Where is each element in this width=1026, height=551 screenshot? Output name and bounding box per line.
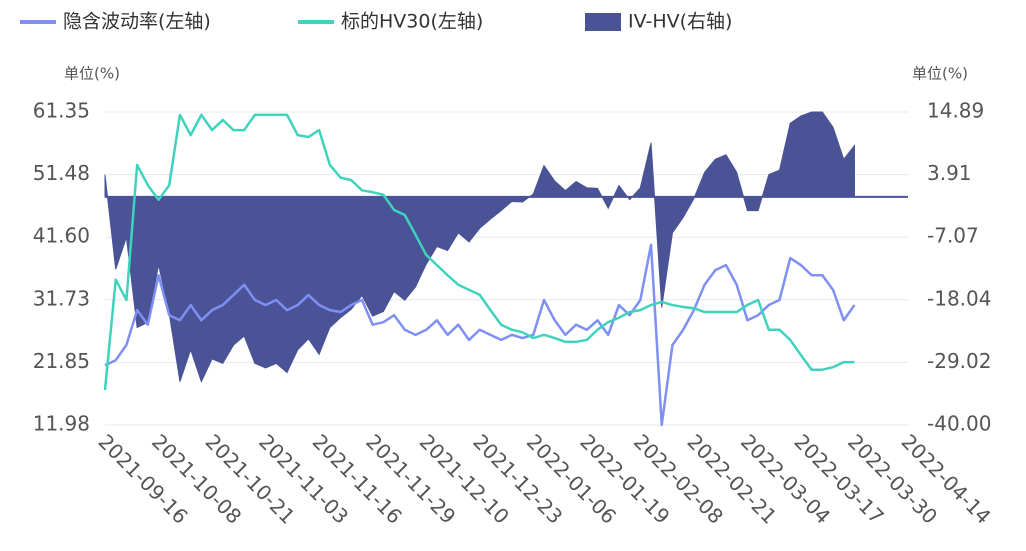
legend-label: 标的HV30(左轴) <box>341 11 483 33</box>
y2-tick-label: -40.00 <box>927 412 991 436</box>
line <box>104 243 856 427</box>
y2-tick-label: -18.04 <box>927 286 991 310</box>
y-tick-label: 11.98 <box>33 412 90 436</box>
y-tick-label: 61.35 <box>33 99 90 123</box>
y-tick-label: 41.60 <box>33 224 90 248</box>
y2-tick-label: -7.07 <box>927 224 979 248</box>
y-tick-label: 51.48 <box>33 161 90 185</box>
y2-axis-label: 单位(%) <box>912 65 968 83</box>
y-tick-label: 31.73 <box>33 286 90 310</box>
legend-label: IV-HV(右轴) <box>628 11 732 33</box>
legend-label: 隐含波动率(左轴) <box>63 11 211 33</box>
y2-tick-label: -29.02 <box>927 349 991 373</box>
y-axis-label: 单位(%) <box>64 65 120 83</box>
y2-tick-label: 3.91 <box>927 161 972 185</box>
y-tick-label: 21.85 <box>33 349 90 373</box>
legend-swatch <box>585 13 621 31</box>
area <box>104 111 855 384</box>
y2-tick-label: 14.89 <box>927 99 984 123</box>
line <box>103 113 855 391</box>
